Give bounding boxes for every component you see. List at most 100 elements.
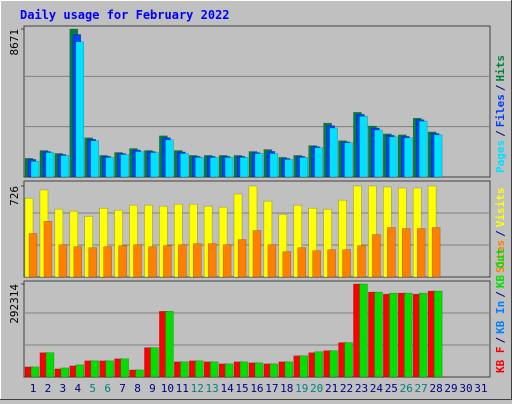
legend-entry: KB F	[494, 347, 507, 374]
bar	[148, 246, 157, 278]
bar	[73, 246, 83, 278]
bar	[359, 116, 368, 178]
x-tick-label: 11	[176, 382, 189, 395]
bar	[297, 247, 306, 278]
bar	[329, 127, 338, 178]
bar	[163, 245, 172, 278]
bar	[404, 292, 413, 378]
x-tick-label: 22	[340, 382, 353, 395]
x-tick-label: 31	[474, 382, 487, 395]
bar	[45, 352, 55, 378]
bar	[329, 350, 338, 378]
bar	[254, 153, 264, 178]
bar	[314, 147, 323, 178]
bar	[237, 239, 247, 278]
legend-entry: Pages	[494, 140, 507, 173]
legend-entry: Sites	[494, 240, 507, 273]
bar	[103, 246, 112, 278]
legend-separator: /	[494, 291, 507, 298]
bar	[389, 292, 398, 378]
bar	[418, 292, 428, 378]
x-tick-label: 3	[60, 382, 67, 395]
legend: Pages / Files / Hits	[494, 55, 507, 173]
legend-separator: /	[494, 230, 507, 237]
x-tick-label: 19	[295, 382, 308, 395]
bar	[357, 245, 366, 278]
chart-title: Daily usage for February 2022	[20, 8, 230, 22]
bar	[239, 361, 249, 378]
bar	[194, 157, 204, 178]
bar	[165, 139, 174, 178]
bar	[180, 153, 189, 178]
legend-entry: KB Out	[494, 248, 507, 288]
y-tick-label: 292314	[8, 284, 21, 324]
bar	[30, 161, 40, 178]
x-tick-label: 29	[444, 382, 457, 395]
x-tick-label: 25	[385, 382, 398, 395]
bar	[342, 249, 351, 278]
x-tick-label: 10	[161, 382, 174, 395]
x-tick-label: 30	[459, 382, 472, 395]
bar	[30, 366, 40, 378]
legend-entry: KB In	[494, 301, 507, 334]
bar	[344, 342, 353, 378]
bar	[209, 157, 219, 178]
x-tick-label: 14	[220, 382, 234, 395]
legend-separator: /	[494, 337, 507, 344]
bar	[222, 244, 232, 278]
bar	[150, 347, 159, 378]
x-tick-label: 17	[265, 382, 278, 395]
x-tick-label: 24	[370, 382, 384, 395]
legend-separator: /	[494, 130, 507, 137]
bar	[105, 157, 114, 178]
bar	[284, 159, 294, 178]
x-tick-label: 23	[355, 382, 368, 395]
bar	[269, 153, 279, 178]
bar	[267, 244, 277, 278]
bar	[359, 283, 368, 378]
bar	[178, 244, 187, 278]
x-tick-label: 5	[89, 382, 96, 395]
y-tick-label: 726	[8, 186, 21, 206]
x-tick-label: 1	[30, 382, 37, 395]
bar	[192, 243, 202, 278]
bar	[327, 249, 336, 278]
x-tick-label: 9	[149, 382, 156, 395]
bar	[299, 157, 308, 178]
legend-entry: Visits	[494, 188, 507, 228]
bar	[404, 137, 413, 178]
bar	[312, 250, 321, 278]
x-tick-label: 27	[415, 382, 428, 395]
bar	[282, 251, 292, 278]
bar	[105, 360, 114, 378]
bar	[418, 120, 428, 178]
legend-entry: Files	[494, 94, 507, 127]
bar	[416, 228, 426, 278]
bar	[133, 244, 142, 278]
bar	[433, 290, 443, 378]
bar	[387, 227, 396, 278]
x-tick-label: 7	[119, 382, 126, 395]
legend-entry: Hits	[494, 55, 507, 82]
bar	[43, 221, 53, 278]
bar	[314, 351, 323, 378]
bar	[90, 140, 99, 178]
bar	[75, 364, 85, 378]
bar	[28, 233, 38, 278]
bar	[209, 361, 219, 378]
bar	[60, 367, 70, 378]
bar	[207, 243, 217, 278]
bar	[120, 154, 129, 178]
bar	[224, 157, 234, 178]
bar	[180, 361, 189, 378]
bar	[389, 136, 398, 178]
bar	[165, 311, 174, 378]
bar	[58, 244, 68, 278]
x-tick-label: 15	[235, 382, 248, 395]
bar	[88, 247, 97, 278]
bar	[224, 363, 234, 378]
x-tick-label: 6	[104, 382, 111, 395]
bar	[60, 155, 70, 178]
